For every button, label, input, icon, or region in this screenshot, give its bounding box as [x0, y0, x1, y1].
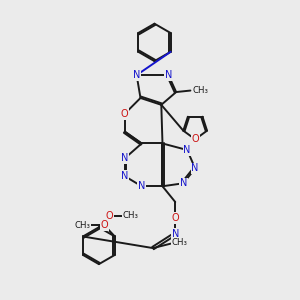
Text: N: N [133, 70, 140, 80]
Text: O: O [101, 220, 109, 230]
Text: N: N [165, 70, 172, 80]
Text: O: O [172, 213, 179, 223]
Text: N: N [184, 145, 191, 155]
Text: CH₃: CH₃ [75, 221, 91, 230]
Text: CH₃: CH₃ [123, 211, 139, 220]
Text: N: N [138, 181, 146, 191]
Text: O: O [191, 134, 199, 144]
Text: N: N [121, 171, 128, 181]
Text: N: N [180, 178, 187, 188]
Text: N: N [121, 153, 128, 163]
Text: CH₃: CH₃ [172, 238, 188, 247]
Text: CH₃: CH₃ [193, 86, 208, 95]
Text: O: O [121, 109, 128, 119]
Text: N: N [172, 229, 179, 239]
Text: N: N [191, 164, 199, 173]
Text: O: O [105, 211, 113, 221]
